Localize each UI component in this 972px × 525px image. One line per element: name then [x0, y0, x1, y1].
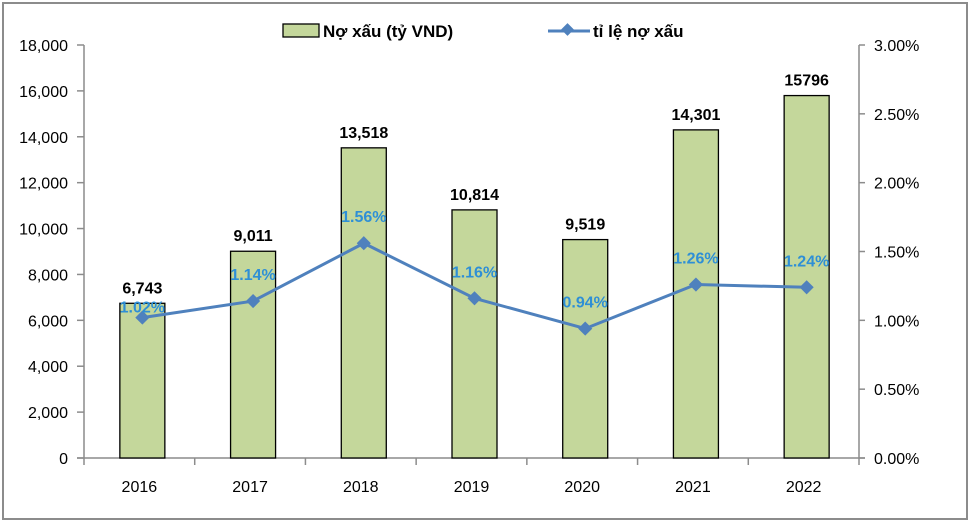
- x-tick-label: 2017: [232, 479, 268, 496]
- left-tick-label: 10,000: [19, 222, 68, 239]
- bar-data-label: 13,518: [339, 125, 388, 142]
- line-marker: [467, 291, 482, 306]
- right-tick-label: 1.50%: [874, 245, 919, 262]
- right-tick-label: 0.50%: [874, 382, 919, 399]
- line-data-label: 0.94%: [563, 295, 608, 312]
- x-tick-label: 2022: [786, 479, 822, 496]
- x-axis: 2016 2017 2018 2019 2020 2021 2022: [77, 457, 865, 496]
- line-marker: [578, 321, 593, 336]
- bar-data-label: 9,011: [233, 228, 272, 245]
- line-marker: [688, 277, 703, 292]
- bar-data-label: 10,814: [450, 187, 499, 204]
- bar: [451, 209, 498, 459]
- x-tick-label: 2019: [454, 479, 490, 496]
- legend-bar-swatch: [282, 23, 320, 38]
- line-data-label: 1.26%: [673, 251, 718, 268]
- x-tick-label: 2018: [343, 479, 379, 496]
- left-y-axis: 0 2,000 4,000 6,000 8,000 10,000 12,000 14,000 1…: [19, 38, 85, 468]
- x-tick-label: 2020: [564, 479, 600, 496]
- line-marker: [246, 293, 261, 309]
- left-tick-label: 12,000: [19, 176, 68, 193]
- bar-series: 6,743 9,011 13,518 10,814 9,519 14,301 15796: [119, 73, 830, 459]
- line-series: 1.02% 1.14% 1.56% 1.16% 0.94% 1.26% 1.24%: [120, 209, 829, 336]
- line-data-label: 1.16%: [452, 264, 497, 281]
- left-tick-label: 6,000: [28, 313, 68, 330]
- line-marker: [135, 310, 150, 325]
- bar: [672, 129, 720, 459]
- bar: [229, 250, 277, 459]
- bar-data-label: 14,301: [671, 107, 720, 124]
- x-tick-label: 2021: [675, 479, 711, 496]
- right-tick-label: 3.00%: [874, 38, 919, 55]
- bar: [119, 302, 166, 459]
- right-tick-label: 2.00%: [874, 176, 919, 193]
- left-tick-label: 8,000: [28, 267, 68, 284]
- line-data-label: 1.02%: [120, 299, 165, 316]
- right-tick-label: 2.50%: [874, 107, 919, 124]
- bar: [340, 147, 387, 459]
- right-y-axis: 0.00% 0.50% 1.00% 1.50% 2.00% 2.50% 3.00%: [858, 38, 919, 468]
- left-tick-label: 0: [59, 451, 68, 468]
- left-tick-label: 4,000: [28, 359, 68, 376]
- legend-line-label: tỉ lệ nợ xấu: [593, 22, 684, 41]
- line-marker: [799, 280, 814, 295]
- left-tick-label: 16,000: [19, 84, 68, 101]
- bar-data-label: 6,743: [122, 280, 162, 297]
- x-tick-label: 2016: [122, 479, 158, 496]
- bar-data-label: 9,519: [565, 217, 605, 234]
- left-tick-label: 2,000: [28, 405, 68, 422]
- left-tick-label: 18,000: [19, 38, 68, 55]
- bar-data-label: 15796: [784, 73, 829, 90]
- right-tick-label: 1.00%: [874, 313, 919, 330]
- legend-bar-label: Nợ xấu (tỷ VND): [323, 22, 453, 41]
- right-tick-label: 0.00%: [874, 451, 919, 468]
- line-marker: [356, 236, 371, 251]
- bar: [783, 94, 830, 459]
- line-data-label: 1.14%: [230, 267, 275, 284]
- line-data-label: 1.24%: [784, 253, 829, 270]
- line-data-label: 1.56%: [341, 209, 386, 226]
- bar: [562, 238, 609, 459]
- left-tick-label: 14,000: [19, 130, 68, 147]
